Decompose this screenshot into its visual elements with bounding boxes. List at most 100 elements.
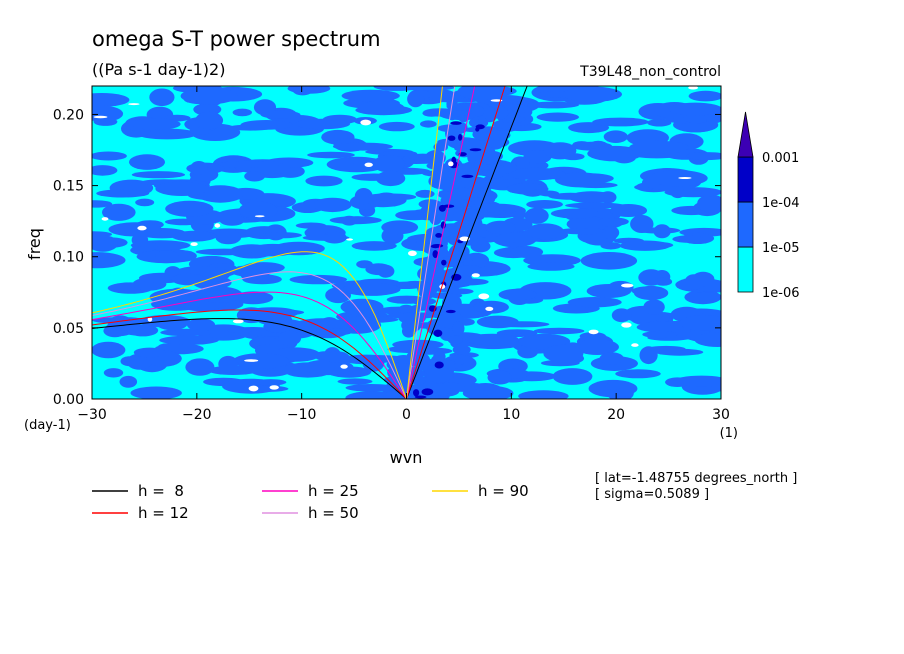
field-patch [92, 341, 126, 359]
field-patch [523, 150, 552, 164]
field-patch [422, 109, 441, 117]
y-tick-label: 0.05 [53, 321, 84, 337]
field-patch-high [461, 174, 474, 178]
field-patch [543, 344, 584, 363]
field-patch [476, 315, 519, 329]
field-patch [160, 328, 213, 337]
field-patch-high [475, 124, 485, 130]
field-patch [447, 335, 463, 345]
field-patch [189, 127, 212, 135]
x-axis-title: wvn [390, 448, 423, 467]
field-patch-high [450, 121, 462, 125]
field-patch [425, 277, 446, 284]
field-patch [665, 377, 690, 388]
rossby-curve [92, 271, 407, 399]
field-patch [524, 207, 549, 224]
plot-area [91, 85, 722, 400]
field-patch [473, 383, 498, 391]
field-patch [130, 386, 182, 399]
field-patch [611, 308, 632, 323]
field-patch [132, 118, 181, 130]
field-patch [218, 355, 239, 373]
field-patch-low [448, 161, 454, 167]
legend-label: h = 25 [308, 482, 359, 500]
colorbar-label: 1e-04 [762, 196, 800, 211]
chart-subtitle: ((Pa s-1 day-1)2) [92, 60, 225, 79]
field-patch [186, 318, 216, 332]
field-patch [603, 130, 628, 143]
power-field [92, 86, 721, 399]
field-patch-high [458, 152, 467, 157]
colorbar-segment [737, 201, 754, 248]
field-patch-high [413, 389, 420, 397]
x-tick-label: −30 [77, 407, 107, 423]
field-patch [572, 141, 591, 148]
field-patch [548, 192, 593, 200]
field-patch-low [340, 364, 348, 369]
field-patch [629, 140, 689, 154]
field-patch [171, 230, 217, 242]
field-patch-low [478, 293, 490, 300]
field-patch [103, 368, 124, 378]
field-patch [156, 317, 188, 331]
field-patch [387, 345, 436, 354]
field-patch [592, 117, 649, 127]
chart-title: omega S-T power spectrum [92, 27, 381, 51]
field-patch-high [435, 233, 443, 238]
field-patch [131, 233, 149, 247]
field-patch [498, 288, 537, 301]
field-patch [642, 330, 678, 339]
field-patch [510, 246, 544, 258]
field-patch [565, 202, 625, 209]
field-patch [233, 291, 274, 305]
field-patch [197, 286, 243, 303]
field-patch [257, 160, 279, 175]
field-patch [320, 317, 339, 330]
field-patch-low [248, 385, 259, 392]
field-patch [402, 324, 416, 338]
field-patch [566, 216, 609, 232]
field-patch [580, 251, 638, 270]
field-patch [305, 175, 343, 187]
field-patch [135, 198, 155, 207]
field-patch [543, 142, 577, 160]
field-patch [171, 273, 206, 286]
field-patch-low [101, 217, 109, 221]
colorbar-segment [737, 246, 754, 293]
field-patch [92, 93, 130, 107]
field-patch [289, 274, 347, 285]
field-patch [643, 299, 665, 315]
field-patch [358, 101, 405, 115]
field-patch [295, 222, 327, 229]
field-patch-high [445, 309, 456, 314]
field-patch [471, 105, 485, 117]
axes: −30 −20 −10 0 10 20 30 0.00 0.05 0.10 0.15 0.20 [53, 86, 730, 423]
field-patch [129, 154, 165, 170]
field-patch [489, 130, 511, 141]
field-patch [602, 226, 620, 240]
field-patch [155, 250, 179, 262]
field-patch [688, 90, 721, 102]
field-patch [92, 252, 126, 269]
field-patch [416, 235, 426, 246]
colorbar-extend-arrow [737, 111, 754, 158]
field-patch-high [469, 148, 482, 152]
colorbar-segment [737, 156, 754, 203]
field-patch [232, 108, 252, 117]
field-patch-low [254, 215, 265, 218]
field-patch [268, 326, 291, 333]
field-patch [672, 235, 705, 243]
field-patch [587, 145, 643, 162]
field-patch [686, 152, 721, 161]
field-patch [448, 110, 469, 117]
field-patch [407, 90, 425, 108]
field-patch [457, 86, 506, 100]
field-patch [195, 248, 253, 256]
field-patch-high [433, 329, 443, 337]
field-patch [411, 297, 437, 306]
field-patch [518, 390, 569, 399]
field-patch [195, 111, 224, 130]
y-tick-label: 0.00 [53, 392, 84, 408]
x-tick-label: 30 [712, 407, 730, 423]
